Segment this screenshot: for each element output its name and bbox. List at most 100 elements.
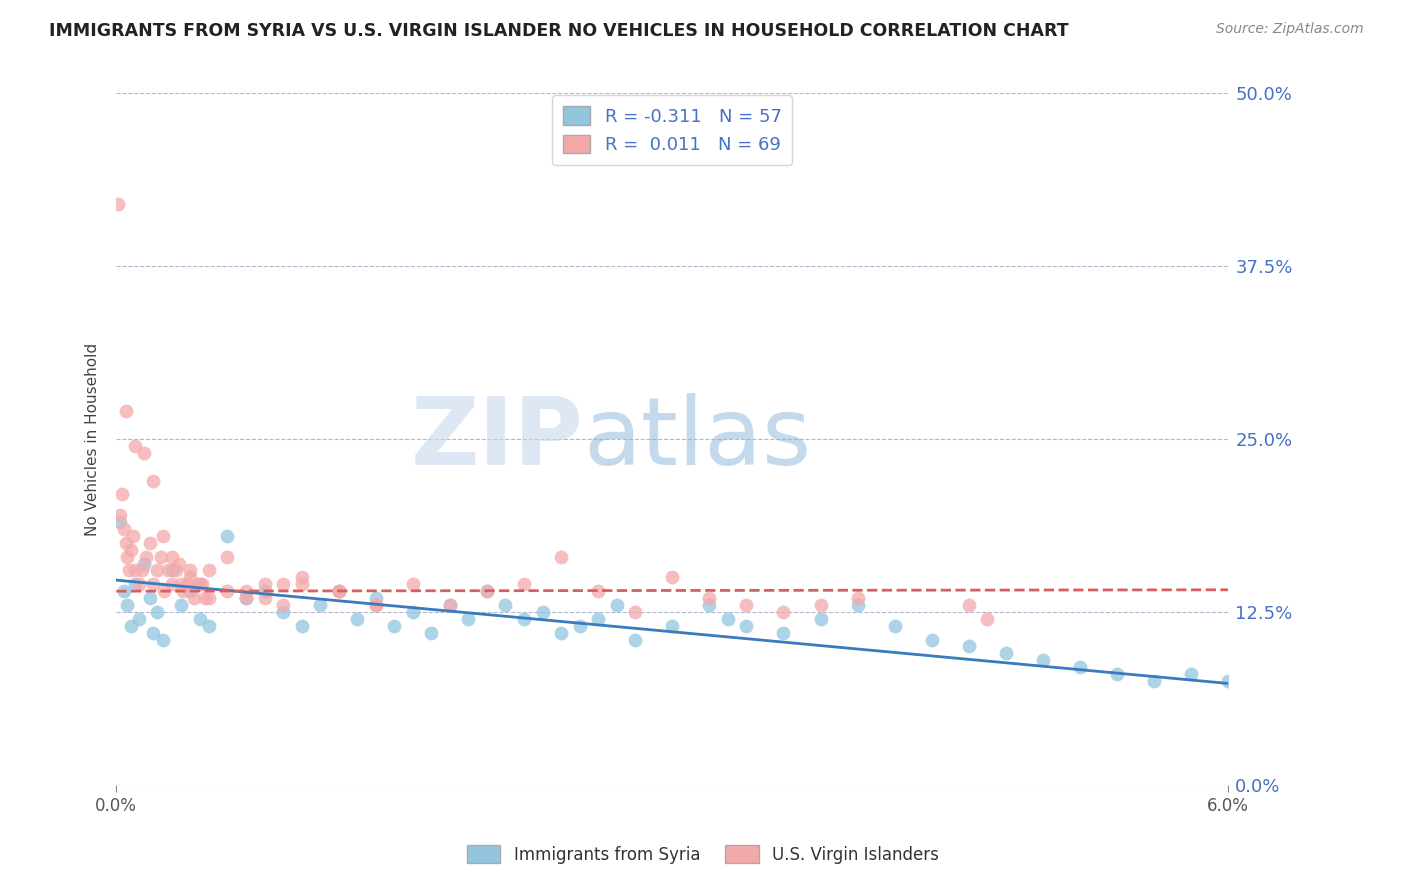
Legend: R = -0.311   N = 57, R =  0.011   N = 69: R = -0.311 N = 57, R = 0.011 N = 69	[553, 95, 793, 165]
Point	[402, 577, 425, 591]
Point	[1032, 653, 1054, 667]
Point	[921, 632, 943, 647]
Point	[194, 591, 217, 605]
Point	[1236, 660, 1258, 674]
Point	[1143, 674, 1166, 689]
Point	[152, 632, 174, 647]
Point	[846, 598, 869, 612]
Point	[179, 563, 201, 577]
Point	[495, 598, 517, 612]
Point	[169, 557, 191, 571]
Point	[291, 577, 314, 591]
Point	[217, 549, 239, 564]
Point	[328, 584, 350, 599]
Point	[149, 549, 172, 564]
Point	[624, 632, 647, 647]
Point	[124, 439, 146, 453]
Point	[624, 605, 647, 619]
Point	[699, 598, 721, 612]
Point	[568, 618, 591, 632]
Point	[188, 612, 211, 626]
Point	[253, 591, 276, 605]
Point	[328, 584, 350, 599]
Point	[112, 522, 135, 536]
Point	[120, 542, 142, 557]
Point	[117, 549, 139, 564]
Point	[810, 598, 832, 612]
Point	[235, 591, 257, 605]
Point	[142, 577, 165, 591]
Point	[217, 529, 239, 543]
Point	[661, 570, 683, 584]
Point	[957, 598, 980, 612]
Point	[108, 515, 131, 529]
Point	[994, 646, 1017, 660]
Point	[402, 605, 425, 619]
Text: atlas: atlas	[583, 393, 811, 485]
Point	[772, 605, 794, 619]
Point	[475, 584, 498, 599]
Point	[364, 598, 387, 612]
Point	[772, 625, 794, 640]
Point	[1180, 667, 1202, 681]
Point	[176, 577, 198, 591]
Point	[606, 598, 628, 612]
Point	[586, 612, 609, 626]
Point	[382, 618, 405, 632]
Point	[957, 640, 980, 654]
Point	[717, 612, 740, 626]
Point	[810, 612, 832, 626]
Point	[138, 535, 160, 549]
Point	[291, 618, 314, 632]
Point	[198, 618, 221, 632]
Point	[328, 584, 350, 599]
Point	[160, 563, 183, 577]
Text: IMMIGRANTS FROM SYRIA VS U.S. VIRGIN ISLANDER NO VEHICLES IN HOUSEHOLD CORRELATI: IMMIGRANTS FROM SYRIA VS U.S. VIRGIN ISL…	[49, 22, 1069, 40]
Point	[309, 598, 332, 612]
Point	[146, 563, 169, 577]
Point	[291, 570, 314, 584]
Text: Source: ZipAtlas.com: Source: ZipAtlas.com	[1216, 22, 1364, 37]
Point	[550, 625, 572, 640]
Point	[346, 612, 368, 626]
Point	[253, 577, 276, 591]
Point	[235, 591, 257, 605]
Point	[976, 612, 998, 626]
Point	[172, 584, 194, 599]
Point	[132, 446, 155, 460]
Point	[198, 563, 221, 577]
Point	[124, 563, 146, 577]
Point	[122, 529, 145, 543]
Point	[439, 598, 461, 612]
Point	[128, 577, 150, 591]
Point	[513, 577, 536, 591]
Point	[107, 197, 129, 211]
Point	[128, 612, 150, 626]
Point	[165, 563, 187, 577]
Point	[153, 584, 176, 599]
Point	[198, 591, 221, 605]
Point	[114, 404, 136, 418]
Point	[1069, 660, 1091, 674]
Point	[253, 584, 276, 599]
Point	[108, 508, 131, 522]
Point	[120, 618, 142, 632]
Point	[152, 529, 174, 543]
Point	[190, 577, 212, 591]
Point	[135, 549, 157, 564]
Point	[179, 570, 201, 584]
Point	[883, 618, 905, 632]
Point	[550, 549, 572, 564]
Point	[699, 591, 721, 605]
Point	[117, 598, 139, 612]
Point	[146, 605, 169, 619]
Point	[475, 584, 498, 599]
Point	[112, 584, 135, 599]
Point	[188, 577, 211, 591]
Point	[131, 563, 153, 577]
Point	[735, 598, 758, 612]
Point	[111, 487, 134, 501]
Point	[364, 591, 387, 605]
Point	[1218, 674, 1240, 689]
Legend: Immigrants from Syria, U.S. Virgin Islanders: Immigrants from Syria, U.S. Virgin Islan…	[461, 838, 945, 871]
